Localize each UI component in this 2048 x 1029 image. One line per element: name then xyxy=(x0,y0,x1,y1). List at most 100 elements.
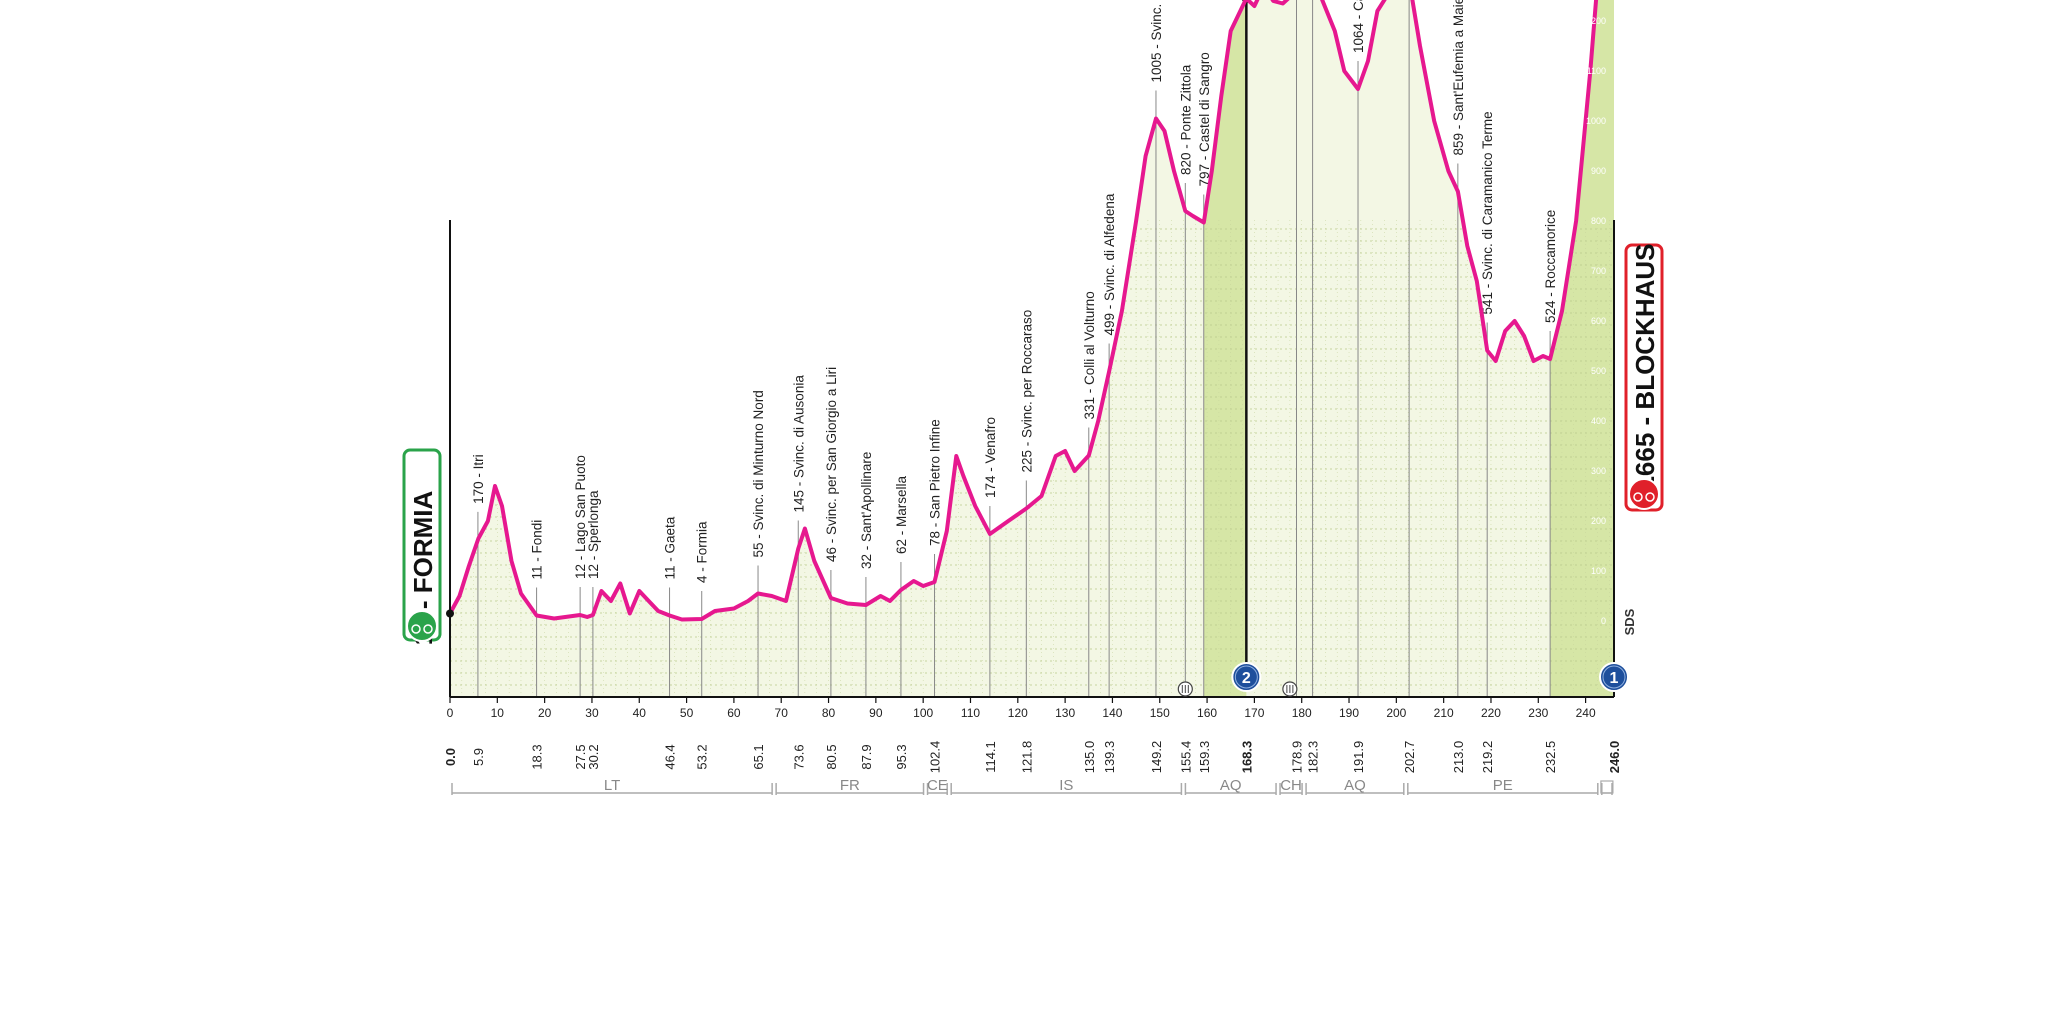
waypoint-label: 145 - Svinc. di Ausonia xyxy=(791,375,806,513)
x-tick-label: 60 xyxy=(727,706,741,720)
x-tick-label: 20 xyxy=(538,706,552,720)
km-label: 155.4 xyxy=(1178,741,1193,774)
x-tick-label: 210 xyxy=(1434,706,1454,720)
x-tick-label: 50 xyxy=(680,706,694,720)
km-label: 135.0 xyxy=(1082,741,1097,774)
waypoint-label: 331 - Colli al Volturno xyxy=(1082,291,1097,419)
km-label: 80.5 xyxy=(824,744,839,769)
km-label: 149.2 xyxy=(1149,741,1164,774)
x-tick-label: 90 xyxy=(869,706,883,720)
km-label: 102.4 xyxy=(928,741,943,774)
region-label: PE xyxy=(1493,777,1513,794)
km-label: 139.3 xyxy=(1102,741,1117,774)
start-bike-wheel xyxy=(411,624,421,634)
climb-category-label: 1 xyxy=(1610,670,1619,687)
start-dot xyxy=(446,609,454,618)
x-tick-label: 230 xyxy=(1528,706,1548,720)
x-tick-label: 200 xyxy=(1386,706,1406,720)
altitude-tick-label: 1200 xyxy=(1586,16,1606,26)
finish-bike-wheel xyxy=(1645,492,1655,502)
km-label: 87.9 xyxy=(859,744,874,769)
km-label: 191.9 xyxy=(1351,741,1366,774)
altitude-tick-label: 1100 xyxy=(1587,66,1606,76)
climb-badge-ring xyxy=(1602,665,1626,689)
km-label: 202.7 xyxy=(1402,741,1417,774)
km-label: 73.6 xyxy=(791,744,806,769)
waypoint-label: 797 - Castel di Sangro xyxy=(1197,52,1212,186)
km-label: 246.0 xyxy=(1607,741,1622,774)
altitude-tick-label: 300 xyxy=(1591,466,1606,476)
x-tick-label: 0 xyxy=(447,706,454,720)
profile-line xyxy=(448,0,1599,622)
altitude-tick-label: 500 xyxy=(1591,366,1606,376)
altitude-tick-label: 200 xyxy=(1591,516,1606,526)
waypoint-label: 62 - Marsella xyxy=(894,475,909,554)
x-tick-label: 150 xyxy=(1150,706,1170,720)
x-tick-label: 140 xyxy=(1102,706,1122,720)
profile-area-fill xyxy=(450,0,1614,697)
start-bike-icon xyxy=(406,610,438,642)
region-label: AQ xyxy=(1344,777,1366,794)
waypoint-label: 170 - Itri xyxy=(471,454,486,504)
climb-category-label: 2 xyxy=(1242,670,1251,687)
x-tick-label: 130 xyxy=(1055,706,1075,720)
km-label: 178.9 xyxy=(1290,741,1305,774)
region-label: LT xyxy=(604,777,620,794)
waypoint-label: 541 - Svinc. di Caramanico Terme xyxy=(1480,111,1495,314)
km-label: 232.5 xyxy=(1543,741,1558,774)
x-tick-label: 120 xyxy=(1008,706,1028,720)
waypoint-label: 78 - San Pietro Infine xyxy=(928,419,943,546)
km-label: 168.3 xyxy=(1239,741,1254,774)
finish-label: 1665 - BLOCKHAUS xyxy=(1630,243,1660,490)
climb-badge xyxy=(1231,662,1262,692)
x-tick-label: 180 xyxy=(1292,706,1312,720)
km-label: 18.3 xyxy=(530,744,545,769)
finish-bike-icon xyxy=(1628,478,1660,510)
waypoint-label: 55 - Svinc. di Minturno Nord xyxy=(751,390,766,557)
altitude-tick-label: 600 xyxy=(1591,316,1606,326)
climb-badge xyxy=(1599,662,1629,692)
km-label: 182.3 xyxy=(1306,741,1321,774)
waypoint-label: 32 - Sant'Apollinare xyxy=(859,452,874,569)
x-tick-label: 10 xyxy=(491,706,505,720)
x-tick-label: 170 xyxy=(1244,706,1264,720)
start-bike-wheel xyxy=(423,624,433,634)
km-label: 65.1 xyxy=(751,744,766,769)
km-label: 0.0 xyxy=(443,748,458,766)
km-label: 121.8 xyxy=(1019,741,1034,774)
waypoint-label: 46 - Svinc. per San Giorgio a Liri xyxy=(824,367,839,562)
climb-area-2 xyxy=(1550,0,1614,697)
waypoint-label: 225 - Svinc. per Roccaraso xyxy=(1019,310,1034,473)
x-tick-label: 80 xyxy=(822,706,836,720)
km-label: 219.2 xyxy=(1480,741,1495,774)
x-tick-label: 30 xyxy=(585,706,599,720)
km-label: 213.0 xyxy=(1451,741,1466,774)
altitude-tick-label: 700 xyxy=(1591,266,1606,276)
km-label: 53.2 xyxy=(695,744,710,769)
waypoint-label: 499 - Svinc. di Alfedena xyxy=(1102,193,1117,335)
waypoint-label: 859 - Sant'Eufemia a Maiella xyxy=(1451,0,1466,156)
km-label: 30.2 xyxy=(586,744,601,769)
x-tick-label: 100 xyxy=(913,706,933,720)
region-label: CE xyxy=(927,777,948,794)
x-tick-label: 240 xyxy=(1576,706,1596,720)
x-tick-label: 70 xyxy=(775,706,789,720)
altitude-tick-label: 0 xyxy=(1601,616,1606,626)
x-tick-label: 220 xyxy=(1481,706,1501,720)
waypoint-label: 174 - Venafro xyxy=(983,417,998,498)
waypoint-label: 4 - Formia xyxy=(695,521,710,583)
waypoint-label: 11 - Fondi xyxy=(530,520,545,580)
km-label: 5.9 xyxy=(471,748,486,766)
altitude-tick-label: 400 xyxy=(1591,416,1606,426)
sds-label: SDS xyxy=(1622,608,1637,635)
waypoint-label: 524 - Roccamorice xyxy=(1543,210,1558,323)
km-label: 159.3 xyxy=(1197,741,1212,774)
x-tick-label: 190 xyxy=(1339,706,1359,720)
region-label: FR xyxy=(840,777,860,794)
finish-bike-wheel xyxy=(1633,492,1643,502)
region-label: CH xyxy=(1280,777,1302,794)
km-label: 95.3 xyxy=(894,744,909,769)
waypoint-label: 1005 - Svinc. di Rionero Sannitico xyxy=(1149,0,1164,83)
